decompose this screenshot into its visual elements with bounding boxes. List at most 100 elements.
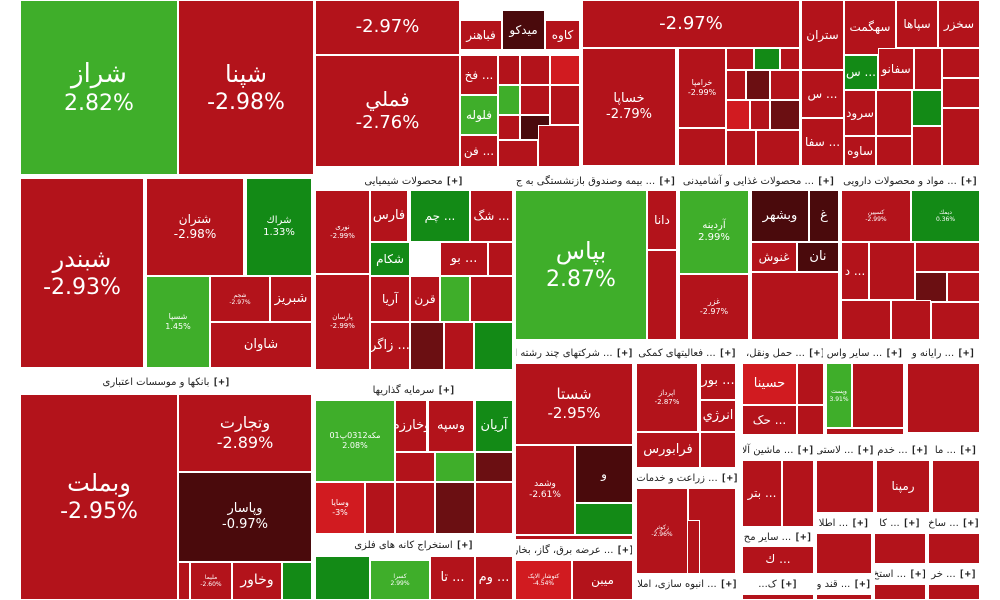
stock-tile[interactable]: فرابورس [636, 432, 700, 468]
stock-tile[interactable]: فخ ... [460, 55, 498, 95]
stock-tile[interactable]: خساپا -2.79% [582, 48, 676, 166]
treemap-cell[interactable] [444, 322, 474, 370]
stock-tile[interactable]: وشمد -2.61% [515, 445, 575, 535]
stock-tile[interactable]: کسپین -2.99% [841, 190, 911, 242]
treemap-cell[interactable] [746, 70, 770, 100]
stock-tile[interactable]: غزر -2.97% [679, 274, 749, 340]
treemap-cell[interactable] [498, 115, 520, 140]
treemap-cell[interactable] [942, 78, 980, 108]
treemap-cell[interactable] [726, 130, 756, 166]
stock-tile[interactable]: وسپه [428, 400, 474, 452]
treemap-cell[interactable] [932, 460, 980, 513]
stock-tile[interactable]: شپنا -2.98% [178, 0, 314, 175]
treemap-cell[interactable] [876, 136, 912, 166]
expand-button[interactable]: [+] [658, 175, 677, 187]
treemap-cell[interactable] [816, 594, 872, 600]
treemap-cell[interactable] [816, 533, 872, 574]
treemap-cell[interactable] [520, 55, 550, 85]
stock-tile[interactable]: مکه0312پ01 2.08% [315, 400, 395, 482]
treemap-cell[interactable] [435, 452, 475, 482]
treemap-cell[interactable] [498, 55, 520, 85]
stock-tile[interactable]: زکوثر -2.96% [636, 488, 688, 574]
treemap-cell[interactable] [726, 100, 750, 130]
expand-button[interactable]: [+] [902, 517, 921, 529]
stock-tile[interactable]: وبملت -2.95% [20, 394, 178, 600]
treemap-cell[interactable] [915, 242, 980, 272]
treemap-cell[interactable] [891, 300, 931, 340]
treemap-cell[interactable] [931, 302, 980, 340]
treemap-cell[interactable] [700, 432, 736, 468]
stock-tile[interactable]: ك ... [742, 545, 814, 574]
treemap-cell[interactable] [928, 533, 980, 564]
treemap-cell[interactable] [315, 556, 370, 600]
stock-tile[interactable]: اپرداز -2.87% [636, 363, 698, 432]
expand-button[interactable]: [+] [910, 444, 929, 456]
treemap-cell[interactable] [797, 363, 824, 405]
stock-tile[interactable]: شراز 2.82% [20, 0, 178, 175]
stock-tile[interactable]: پارسان -2.99% [315, 274, 370, 370]
stock-tile[interactable]: میدکو [502, 10, 545, 50]
stock-tile[interactable]: فن ... [460, 135, 498, 167]
stock-tile[interactable]: -2.97% [582, 0, 800, 48]
stock-tile[interactable]: سخزر [938, 0, 980, 48]
stock-tile[interactable]: ملیما -2.60% [190, 562, 232, 600]
expand-button[interactable]: [+] [817, 175, 836, 187]
stock-tile[interactable]: کسرا 2.99% [370, 560, 430, 600]
stock-tile[interactable]: فباهنر [460, 20, 502, 50]
stock-tile[interactable]: وپست 3.91% [826, 363, 852, 428]
stock-tile[interactable]: چم ... [410, 190, 470, 242]
stock-tile[interactable]: آردینه 2.99% [679, 190, 749, 274]
stock-tile[interactable]: شراك 1.33% [246, 178, 312, 276]
stock-tile[interactable]: غنوش [751, 242, 797, 272]
expand-button[interactable]: [+] [212, 376, 231, 388]
expand-button[interactable]: [+] [719, 578, 738, 590]
stock-tile[interactable]: وم ... [475, 556, 513, 600]
treemap-cell[interactable] [751, 272, 839, 340]
treemap-cell[interactable] [782, 460, 814, 527]
expand-button[interactable]: [+] [796, 444, 814, 456]
stock-tile[interactable]: دانا [647, 190, 677, 250]
treemap-cell[interactable] [575, 503, 633, 535]
stock-tile[interactable]: فارس [370, 190, 408, 242]
stock-tile[interactable]: وتجارت -2.89% [178, 394, 312, 472]
treemap-cell[interactable] [474, 322, 513, 370]
treemap-cell[interactable] [912, 126, 942, 166]
treemap-cell[interactable] [678, 128, 726, 166]
expand-button[interactable]: [+] [885, 347, 904, 359]
treemap-cell[interactable] [816, 460, 874, 513]
expand-button[interactable]: [+] [909, 568, 926, 580]
treemap-cell[interactable] [475, 482, 513, 534]
treemap-cell[interactable] [942, 48, 980, 78]
treemap-cell[interactable] [928, 584, 980, 600]
treemap-cell[interactable] [282, 562, 312, 600]
treemap-cell[interactable] [912, 90, 942, 126]
expand-button[interactable]: [+] [720, 472, 739, 484]
treemap-cell[interactable] [178, 562, 190, 600]
treemap-cell[interactable] [726, 70, 746, 100]
stock-tile[interactable]: زاگر ... [370, 322, 410, 370]
stock-tile[interactable]: حک ... [742, 405, 797, 435]
stock-tile[interactable]: بو ... [440, 242, 488, 276]
expand-button[interactable]: [+] [853, 578, 872, 590]
treemap-cell[interactable] [770, 100, 800, 130]
treemap-cell[interactable] [550, 85, 580, 125]
stock-tile[interactable]: فملي -2.76% [315, 55, 460, 167]
treemap-cell[interactable] [440, 276, 470, 322]
treemap-cell[interactable] [874, 533, 926, 564]
treemap-cell[interactable] [914, 48, 942, 90]
treemap-cell[interactable] [498, 85, 520, 115]
expand-button[interactable]: [+] [616, 544, 633, 556]
stock-tile[interactable]: وپاسار -0.97% [178, 472, 312, 562]
expand-button[interactable]: [+] [718, 347, 737, 359]
stock-tile[interactable]: بپاس 2.87% [515, 190, 647, 340]
treemap-cell[interactable] [410, 322, 444, 370]
treemap-cell[interactable] [475, 452, 513, 482]
treemap-cell[interactable] [876, 90, 912, 136]
expand-button[interactable]: [+] [961, 517, 980, 529]
stock-tile[interactable]: خرامپا -2.99% [678, 48, 726, 128]
treemap-cell[interactable] [550, 55, 580, 85]
stock-tile[interactable]: آریان [475, 400, 513, 452]
stock-tile[interactable]: فلوله [460, 95, 498, 135]
treemap-cell[interactable] [942, 108, 980, 166]
stock-tile[interactable]: شکام [370, 242, 410, 276]
